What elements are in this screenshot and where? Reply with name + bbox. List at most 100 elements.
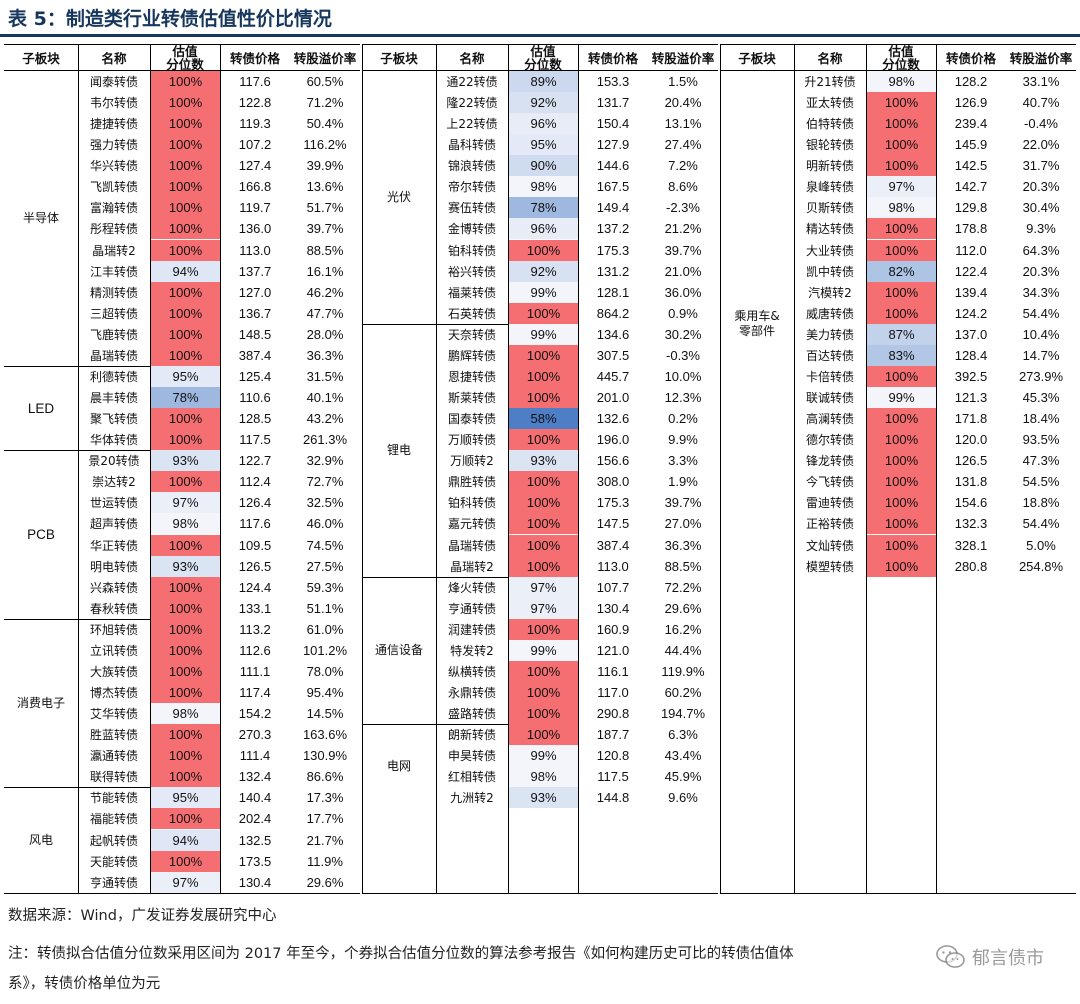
header-name: 名称: [459, 50, 485, 66]
bond-name: 铂科转债: [447, 496, 496, 511]
header-premium: 转股溢价率: [293, 50, 357, 66]
header-name: 名称: [817, 50, 843, 66]
valuation-percentile: 100%: [151, 766, 220, 788]
table-row: 华兴转债 100% 127.4 39.9%: [4, 155, 360, 177]
bond-price: 387.4: [596, 537, 630, 553]
table-row: 申昊转债 99% 120.8 43.4%: [362, 745, 718, 767]
conversion-premium: 54.4%: [1022, 516, 1060, 532]
bond-price: 150.4: [596, 116, 630, 132]
bond-price: 130.4: [238, 874, 272, 890]
table-row: 正裕转债 100% 132.3 54.4%: [720, 513, 1076, 535]
bond-price: 134.6: [596, 326, 630, 342]
bond-name: 百达转债: [805, 348, 854, 363]
valuation-percentile: 100%: [509, 302, 578, 324]
bond-price: 112.0: [955, 242, 987, 258]
conversion-premium: 20.3%: [1022, 179, 1060, 195]
bond-price: 126.9: [954, 95, 988, 111]
valuation-percentile: 100%: [509, 682, 578, 704]
table-row: 模塑转债 100% 280.8 254.8%: [720, 555, 1076, 577]
conversion-premium: 54.4%: [1022, 305, 1060, 321]
table-row: 富瀚转债 100% 119.7 51.7%: [4, 197, 360, 219]
bond-price: 117.6: [239, 74, 271, 89]
valuation-percentile: 100%: [151, 71, 220, 92]
conversion-premium: 9.3%: [1026, 221, 1056, 237]
header-price: 转债价格: [945, 50, 996, 66]
panel-divider: [362, 45, 363, 893]
conversion-premium: 21.7%: [306, 832, 344, 848]
conversion-premium: 21.0%: [664, 263, 702, 279]
table-row: 韦尔转债 100% 122.8 71.2%: [4, 92, 360, 114]
bond-price: 445.7: [596, 368, 630, 384]
sector-label: 乘用车& 零部件: [734, 308, 780, 338]
bond-name: 裕兴转债: [447, 264, 496, 279]
bond-price: 107.7: [596, 579, 630, 595]
valuation-percentile: 90%: [509, 155, 578, 177]
header-percentile: 估值 分位数: [524, 44, 562, 72]
valuation-percentile: 100%: [151, 682, 220, 704]
bond-name: 今飞转债: [805, 475, 854, 490]
valuation-percentile: 93%: [151, 450, 220, 472]
bond-price: 111.4: [239, 748, 271, 764]
conversion-premium: 46.2%: [306, 284, 344, 300]
conversion-premium: 50.4%: [306, 116, 344, 132]
valuation-percentile: 100%: [151, 113, 220, 135]
table-row: 鼎胜转债 100% 308.0 1.9%: [362, 471, 718, 493]
bond-name: 亨通转债: [89, 875, 138, 890]
conversion-premium: 32.5%: [306, 495, 344, 511]
conversion-premium: 61.0%: [306, 621, 344, 637]
valuation-percentile: 100%: [151, 850, 220, 872]
conversion-premium: 20.4%: [664, 95, 702, 111]
bond-price: 117.4: [239, 685, 271, 701]
table-row: 汽模转2 100% 139.4 34.3%: [720, 281, 1076, 303]
table-row: 世运转债 97% 126.4 32.5%: [4, 492, 360, 514]
table-header: 子板块 名称 估值 分位数 转债价格 转股溢价率: [4, 45, 360, 71]
bond-price: 187.7: [596, 727, 630, 743]
bond-name: 铂科转债: [447, 243, 496, 258]
bond-price: 130.4: [596, 600, 630, 616]
valuation-percentile: 100%: [151, 808, 220, 830]
bond-name: 万顺转债: [447, 433, 496, 448]
bond-name: 朗新转债: [447, 728, 496, 743]
bond-name: 帝尔转债: [447, 180, 496, 195]
conversion-premium: 163.6%: [302, 727, 348, 743]
table-row: 春秋转债 100% 133.1 51.1%: [4, 597, 360, 619]
valuation-percentile: 99%: [509, 745, 578, 767]
bond-price: 111.1: [239, 663, 271, 679]
bond-name: 晶科转债: [447, 138, 496, 153]
conversion-premium: 12.3%: [664, 390, 702, 406]
bond-price: 129.8: [954, 200, 988, 216]
bond-name: 大业转债: [805, 243, 854, 258]
table-row: 升21转债 98% 128.2 33.1%: [720, 71, 1076, 92]
bond-price: 117.6: [239, 516, 271, 532]
conversion-premium: 88.5%: [306, 242, 344, 258]
bond-price: 117.5: [597, 769, 629, 785]
bond-price: 116.1: [597, 663, 629, 679]
conversion-premium: 74.5%: [306, 537, 344, 553]
bond-price: 120.8: [596, 748, 630, 764]
table-row: 百达转债 83% 128.4 14.7%: [720, 344, 1076, 366]
conversion-premium: 9.9%: [668, 432, 698, 448]
conversion-premium: 43.4%: [664, 748, 702, 764]
valuation-percentile: 96%: [509, 113, 578, 135]
bond-price: 148.5: [238, 326, 272, 342]
bond-name: 捷捷转债: [89, 117, 138, 132]
valuation-percentile: 99%: [509, 323, 578, 345]
table-row: 九洲转2 93% 144.8 9.6%: [362, 787, 718, 809]
valuation-percentile: 100%: [867, 471, 936, 493]
bond-price: 109.5: [238, 537, 272, 553]
bond-price: 113.0: [597, 558, 629, 574]
header-percentile: 估值 分位数: [166, 44, 204, 72]
valuation-percentile: 100%: [867, 555, 936, 577]
bond-price: 112.6: [239, 642, 271, 658]
bond-name: 聚飞转债: [89, 412, 138, 427]
bond-name: 博杰转债: [89, 686, 138, 701]
bond-price: 127.4: [238, 158, 272, 174]
table-row: 环旭转债 100% 113.2 61.0%: [4, 618, 360, 640]
bond-name: 特发转2: [450, 643, 494, 658]
bond-name: 春秋转债: [89, 601, 138, 616]
valuation-percentile: 100%: [509, 660, 578, 682]
bond-price: 166.8: [238, 179, 272, 195]
bond-name: 环旭转债: [89, 622, 138, 637]
conversion-premium: 88.5%: [664, 558, 702, 574]
valuation-percentile: 100%: [867, 365, 936, 387]
